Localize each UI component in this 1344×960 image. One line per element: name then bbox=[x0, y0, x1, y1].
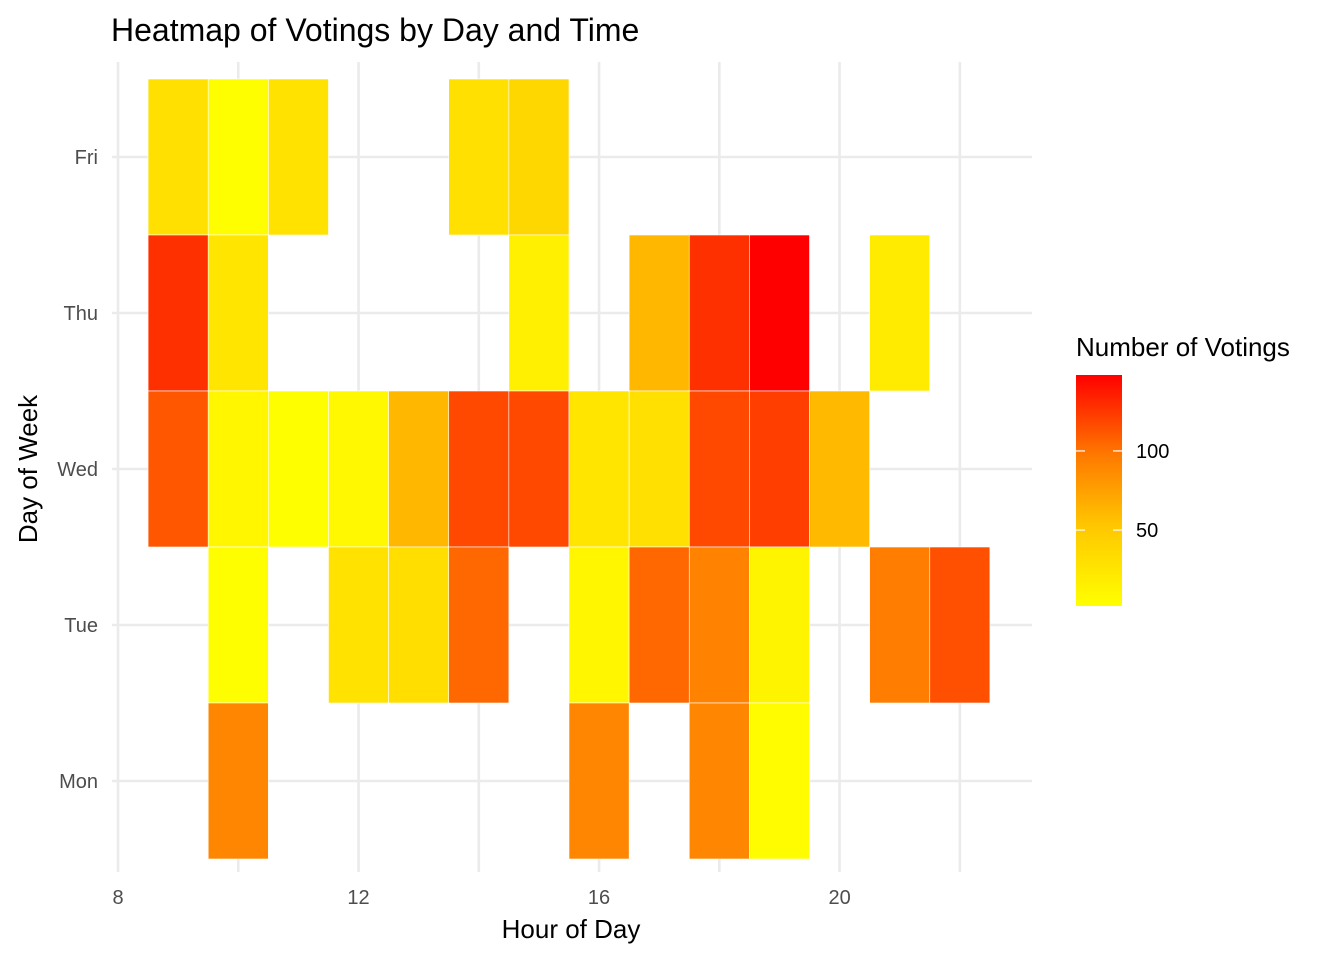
legend-tick-label: 100 bbox=[1136, 441, 1169, 463]
heatmap-cell bbox=[207, 546, 269, 704]
heatmap-cell bbox=[869, 546, 931, 704]
heatmap-cell bbox=[508, 78, 570, 236]
heatmap-cell bbox=[568, 702, 630, 860]
heatmap-cell bbox=[268, 78, 329, 236]
heatmap-cell bbox=[207, 390, 269, 548]
heatmap-cell bbox=[508, 390, 570, 548]
heatmap-cell bbox=[508, 234, 570, 392]
heatmap-cell bbox=[207, 702, 269, 860]
legend-title: Number of Votings bbox=[1076, 332, 1290, 362]
heatmap-cell bbox=[749, 234, 810, 392]
heatmap-cell bbox=[688, 234, 750, 392]
heatmap-cell bbox=[448, 78, 510, 236]
heatmap-cell bbox=[268, 390, 329, 548]
chart-title: Heatmap of Votings by Day and Time bbox=[111, 12, 639, 48]
heatmap-cell bbox=[869, 234, 931, 392]
y-axis-title: Day of Week bbox=[13, 394, 43, 543]
y-axis-ticks: Mon Tue Wed Thu Fri bbox=[57, 147, 98, 793]
x-tick-label: 20 bbox=[828, 887, 850, 909]
tiles-layer bbox=[147, 78, 991, 860]
heatmap-cell bbox=[749, 546, 810, 704]
heatmap-cell bbox=[749, 702, 810, 860]
heatmap-cell bbox=[929, 546, 991, 704]
heatmap-cell bbox=[688, 702, 750, 860]
heatmap-cell bbox=[388, 390, 450, 548]
heatmap-cell bbox=[749, 390, 810, 548]
heatmap-cell bbox=[688, 390, 750, 548]
legend-ticks: 50 100 bbox=[1076, 441, 1169, 542]
heatmap-cell bbox=[448, 546, 510, 704]
x-axis-ticks: 8 12 16 20 bbox=[112, 887, 850, 909]
y-tick-label: Tue bbox=[64, 615, 98, 637]
heatmap-cell bbox=[628, 546, 690, 704]
heatmap-cell bbox=[147, 390, 209, 548]
x-axis-title: Hour of Day bbox=[502, 914, 641, 944]
heatmap-cell bbox=[147, 234, 209, 392]
heatmap-cell bbox=[207, 234, 269, 392]
heatmap-cell bbox=[628, 234, 690, 392]
heatmap-cell bbox=[688, 546, 750, 704]
heatmap-cell bbox=[809, 390, 870, 548]
x-tick-label: 12 bbox=[347, 887, 369, 909]
heatmap-cell bbox=[147, 78, 209, 236]
x-tick-label: 8 bbox=[112, 887, 123, 909]
y-tick-label: Fri bbox=[75, 147, 98, 169]
heatmap-cell bbox=[628, 390, 690, 548]
x-tick-label: 16 bbox=[588, 887, 610, 909]
legend: Number of Votings 50 100 bbox=[1076, 332, 1290, 606]
heatmap-cell bbox=[448, 390, 510, 548]
legend-tick-label: 50 bbox=[1136, 520, 1158, 542]
heatmap-cell bbox=[568, 546, 630, 704]
legend-colorbar bbox=[1076, 375, 1122, 606]
y-tick-label: Mon bbox=[59, 771, 98, 793]
heatmap-cell bbox=[388, 546, 450, 704]
heatmap-cell bbox=[568, 390, 630, 548]
y-tick-label: Thu bbox=[64, 303, 98, 325]
heatmap-cell bbox=[328, 390, 389, 548]
heatmap-cell bbox=[328, 546, 389, 704]
heatmap-cell bbox=[207, 78, 269, 236]
y-tick-label: Wed bbox=[57, 459, 98, 481]
